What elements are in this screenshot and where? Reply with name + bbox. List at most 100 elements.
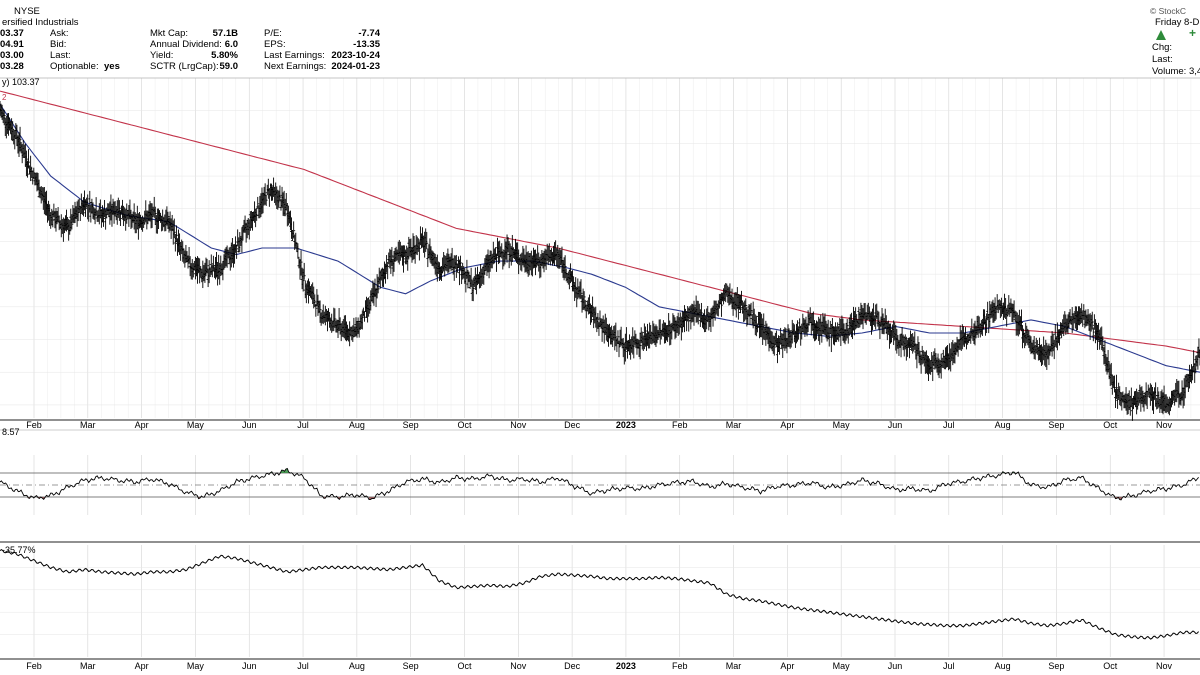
sctr-value: 59.0 [219,61,239,72]
x-axis-tick-label: Aug [349,661,365,671]
dividend-label: Annual Dividend: [150,39,222,50]
x-axis-tick-label: Sep [1048,661,1064,671]
yield-value: 5.80% [211,50,238,61]
price-bar [798,318,802,332]
header-value-2: 04.91 [0,39,24,50]
oscillator-path [0,467,1199,501]
price-bar [235,244,239,259]
x-axis-tick-label: Mar [80,661,96,671]
price-bar [616,330,620,344]
up-arrow-icon [1156,30,1166,40]
price-bar [1136,391,1140,410]
price-bar [153,206,157,225]
next-earnings-label: Next Earnings: [264,61,327,72]
price-bar [738,294,742,314]
price-bar [699,302,703,323]
price-bar [878,321,882,340]
x-axis-tick-label: Jun [242,661,257,671]
x-axis-tick-label: Jun [888,661,903,671]
price-bar [749,302,753,316]
price-bar [150,203,154,228]
x-axis-tick-label: Aug [349,420,365,430]
relative-legend: -35.77% [2,545,36,555]
x-axis-tick-label: Nov [1156,661,1173,671]
oscillator-legend: 8.57 [2,427,20,437]
price-bar [1152,391,1156,415]
x-axis-tick-label: Jun [888,420,903,430]
price-bar [84,199,88,217]
bid-label: Bid: [50,39,67,50]
x-axis-tick-label: Feb [672,661,688,671]
x-axis-tick-label: Sep [403,661,419,671]
price-bar [1090,311,1094,330]
price-bar [1112,375,1116,393]
price-bar [1091,327,1095,342]
x-axis-tick-label: Aug [995,420,1011,430]
x-axis-tick-label: Oct [1103,420,1118,430]
price-bar [719,292,723,317]
price-bar [27,149,31,169]
price-bar [211,255,215,272]
price-bar [762,313,766,340]
price-bar [333,308,337,328]
x-axis-tick-label: Apr [780,661,794,671]
price-bar [264,195,268,206]
header-value-3: 03.00 [0,50,24,61]
price-bar [240,227,244,253]
pe-value: -7.74 [358,28,380,39]
price-bar [638,332,642,360]
optionable-value: yes [104,61,120,72]
price-bar [390,246,394,267]
price-bar [292,221,296,239]
x-axis-tick-label: Dec [564,420,581,430]
right-last-label: Last: [1152,54,1173,65]
x-axis-tick-label: Apr [780,420,794,430]
eps-label: EPS: [264,39,286,50]
x-axis-tick-label: Apr [135,420,149,430]
price-bar [256,196,260,209]
price-legend: y) 103.37 [2,77,40,87]
price-bar [614,322,618,347]
relative-performance-line [0,548,1199,640]
price-bar [797,326,801,340]
x-axis-tick-label: Jul [943,420,955,430]
price-bar [778,337,782,355]
price-bar [755,323,759,333]
price-bar [539,254,543,278]
date-label: Friday 8-D [1155,17,1200,28]
x-axis-labels-price: Feb Mar Apr May Jun Jul Aug Sep Oct Nov Dec 2023 Feb… [26,420,1172,430]
price-bar [845,319,849,339]
moving-average-long [0,90,1200,354]
price-bar [544,249,548,270]
last-earnings-value: 2023-10-24 [331,50,380,61]
x-axis-tick-label: Oct [1103,661,1118,671]
price-bar [994,306,998,320]
mkt-cap-label: Mkt Cap: [150,28,189,39]
oscillator-fill-area [280,468,289,473]
price-bar [360,310,364,330]
price-bar [11,121,15,142]
price-bar [931,355,935,382]
x-axis-labels-bottom: Feb Mar Apr May Jun Jul Aug Sep Oct Nov Dec 2023 Feb… [26,661,1172,671]
x-axis-tick-label: Sep [1048,420,1064,430]
x-axis-tick-label: Dec [564,661,581,671]
header-value-4: 03.28 [0,61,24,72]
grid-lines [0,77,1200,657]
plus-sign: + [1189,26,1197,40]
price-bar [166,211,170,230]
x-axis-tick-label: May [187,661,205,671]
price-bar [687,307,691,332]
x-axis-tick-label: Feb [26,661,42,671]
ma-long-line [0,90,1200,354]
header-value-1: 03.37 [0,28,24,39]
x-axis-tick-label: Nov [510,661,527,671]
price-bar [384,263,388,284]
price-bar [459,255,463,270]
sctr-label: SCTR (LrgCap): [150,61,219,72]
moving-average-short [0,103,1200,373]
pe-label: P/E: [264,28,282,39]
price-bar [471,277,475,302]
next-earnings-value: 2024-01-23 [331,61,380,72]
